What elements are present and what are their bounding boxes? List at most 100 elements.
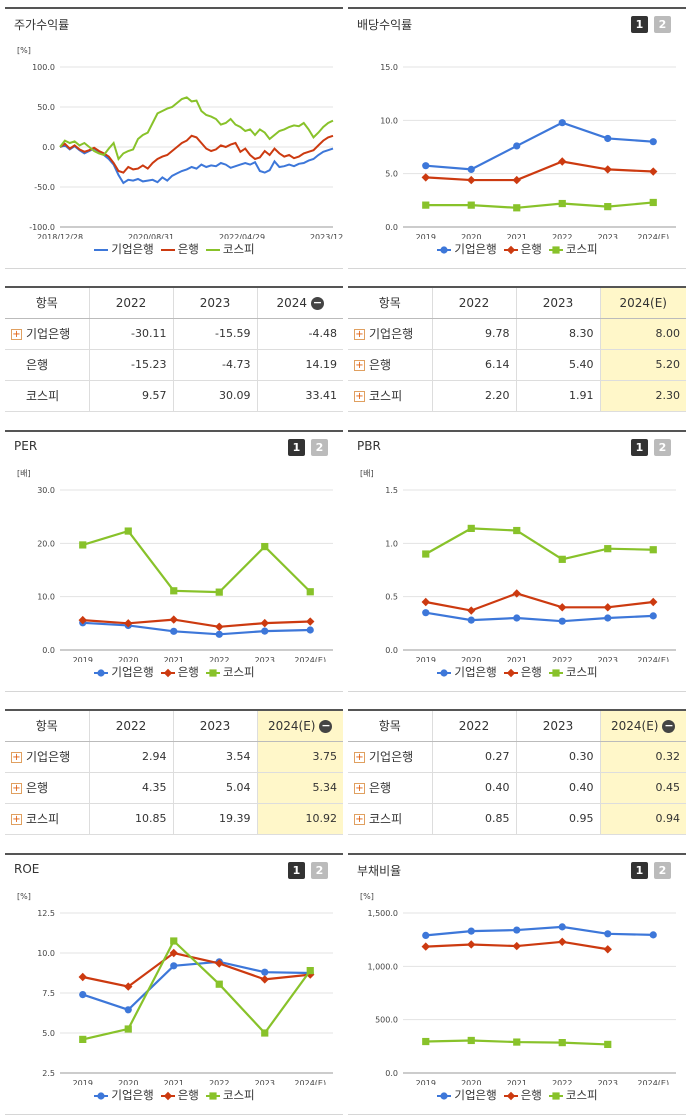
y-tick-label: 30.0 (37, 486, 55, 495)
expand-icon[interactable]: + (354, 752, 365, 763)
legend-item-kospi[interactable]: 코스피 (205, 1087, 255, 1103)
legend-item-bank[interactable]: 은행 (160, 241, 199, 257)
column-header: 2022 (431, 287, 516, 319)
value-cell: 1.91 (515, 380, 600, 412)
value-cell: 0.45 (599, 772, 686, 804)
value-cell: 9.57 (88, 380, 173, 412)
y-tick-label: 50.0 (37, 103, 55, 112)
value-cell: 4.35 (88, 772, 173, 804)
legend-item-ibk[interactable]: 기업은행 (436, 1087, 497, 1103)
pbr-panel: PBR 1 2 [배] 1.5 1.0 0.5 0.0 2019 2020 2021 2022 2… (348, 430, 686, 692)
legend-swatch (160, 668, 175, 677)
data-point (170, 627, 178, 635)
row-name: 은행 (26, 358, 49, 372)
expand-icon[interactable]: + (354, 391, 365, 402)
y-tick-label: 15.0 (380, 63, 398, 72)
legend-item-bank[interactable]: 은행 (160, 664, 199, 680)
data-point (306, 967, 314, 975)
x-tick-label: 2019 (73, 656, 93, 662)
column-header-label: 2024(E) (619, 295, 667, 310)
view-2-button[interactable]: 2 (311, 439, 328, 456)
view-2-button[interactable]: 2 (654, 16, 671, 33)
chart-legend: 기업은행 은행 코스피 (5, 241, 343, 257)
view-2-button[interactable]: 2 (654, 439, 671, 456)
collapse-icon[interactable]: − (311, 295, 325, 310)
column-header-label: 2022 (458, 295, 490, 310)
legend-marker (209, 668, 217, 677)
stock-return-table: 항목 2022 2023 2024− + 기업은행 -30.11 -15.59 -4.48 은행 -… (5, 286, 343, 412)
y-tick-label: 0.0 (42, 143, 55, 152)
chart-svg: [배] 30.0 20.0 10.0 0.0 2019 2020 2021 2022 2023 20… (17, 469, 333, 662)
legend-item-bank[interactable]: 은행 (503, 1087, 542, 1103)
legend-item-bank[interactable]: 은행 (503, 664, 542, 680)
expand-icon[interactable]: + (11, 783, 22, 794)
value-cell: 2.20 (431, 380, 516, 412)
value-cell: 0.32 (599, 741, 686, 773)
column-header: 2024(E) − (256, 710, 343, 742)
expand-icon[interactable]: + (354, 783, 365, 794)
x-tick-label: 2020/08/31 (128, 233, 174, 239)
legend-item-ibk[interactable]: 기업은행 (436, 664, 497, 680)
x-tick-label: 2020 (461, 233, 481, 239)
legend-item-kospi[interactable]: 코스피 (548, 664, 598, 680)
data-point (512, 589, 521, 598)
data-point (558, 199, 566, 208)
legend-item-kospi[interactable]: 코스피 (205, 664, 255, 680)
legend-item-ibk[interactable]: 기업은행 (436, 241, 497, 257)
x-tick-label: 2020 (118, 656, 138, 662)
y-tick-label: 0.0 (385, 646, 398, 655)
legend-item-bank[interactable]: 은행 (503, 241, 542, 257)
expand-icon[interactable]: + (11, 752, 22, 763)
expand-icon[interactable]: + (354, 329, 365, 340)
data-point (649, 612, 657, 620)
value-cell: 5.40 (515, 349, 600, 381)
legend-item-bank[interactable]: 은행 (160, 1087, 199, 1103)
x-tick-label: 2024(E) (637, 1079, 669, 1085)
expand-icon[interactable]: + (354, 814, 365, 825)
collapse-icon[interactable]: − (319, 718, 333, 733)
x-tick-label: 2020 (461, 1079, 481, 1085)
column-header: 2024(E) (599, 287, 686, 319)
expand-icon[interactable]: + (11, 814, 22, 825)
value-cell: 6.14 (431, 349, 516, 381)
data-point (124, 527, 132, 535)
series-bank (78, 615, 315, 631)
legend-item-ibk[interactable]: 기업은행 (93, 664, 154, 680)
legend-item-kospi[interactable]: 코스피 (205, 241, 255, 257)
dividend-yield-table: 항목 2022 2023 2024(E) + 기업은행 9.78 8.30 8.00 + 은행 6.1… (348, 286, 686, 412)
legend-item-kospi[interactable]: 코스피 (548, 241, 598, 257)
column-header-label: 항목 (35, 296, 58, 311)
legend-label: 기업은행 (454, 242, 497, 256)
row-name: 기업은행 (369, 327, 414, 341)
collapse-icon[interactable]: − (662, 718, 676, 733)
view-1-button[interactable]: 1 (631, 862, 648, 879)
series-ibk (422, 923, 657, 939)
legend-label: 코스피 (222, 242, 255, 256)
view-2-button[interactable]: 2 (654, 862, 671, 879)
view-1-button[interactable]: 1 (288, 439, 305, 456)
data-point (649, 597, 658, 607)
legend-label: 코스피 (222, 1088, 255, 1102)
view-1-button[interactable]: 1 (631, 16, 648, 33)
unit-label: [%] (360, 892, 374, 901)
view-1-button[interactable]: 1 (631, 439, 648, 456)
legend-item-kospi[interactable]: 코스피 (548, 1087, 598, 1103)
expand-icon[interactable]: + (11, 329, 22, 340)
legend-item-ibk[interactable]: 기업은행 (93, 1087, 154, 1103)
legend-label: 은행 (520, 1088, 542, 1102)
view-1-button[interactable]: 1 (288, 862, 305, 879)
data-point (421, 597, 430, 607)
value-cell: 8.30 (515, 318, 600, 350)
data-point (215, 980, 223, 988)
row-name-cell: + 코스피 (348, 803, 432, 835)
legend-marker (440, 245, 448, 254)
series-line (425, 201, 654, 209)
series-line (425, 121, 654, 171)
x-tick-label: 2021 (164, 656, 184, 662)
view-2-button[interactable]: 2 (311, 862, 328, 879)
x-tick-label: 2024(E) (637, 233, 669, 239)
data-point (513, 1038, 521, 1046)
legend-item-ibk[interactable]: 기업은행 (93, 241, 154, 257)
row-name: 코스피 (26, 389, 60, 403)
expand-icon[interactable]: + (354, 360, 365, 371)
